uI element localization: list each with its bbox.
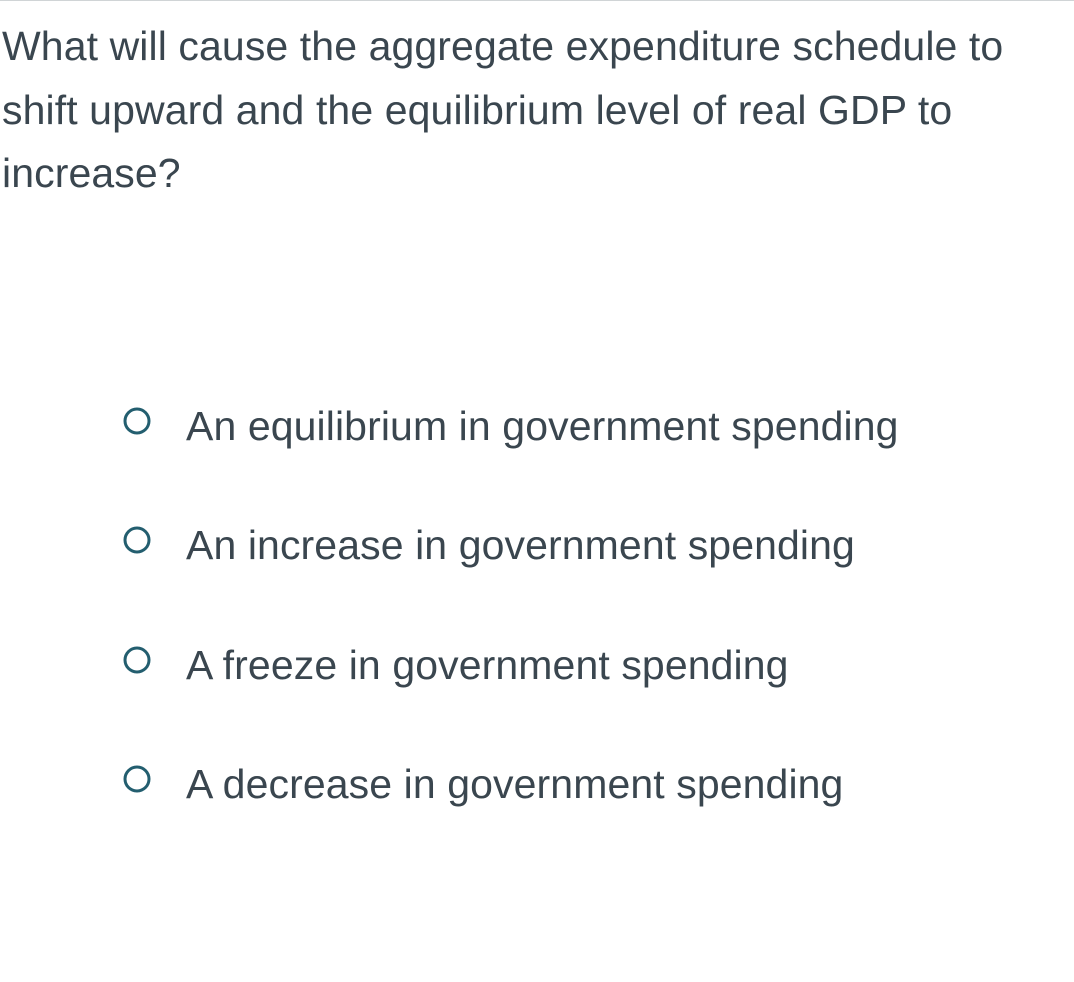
option-4[interactable]: A decrease in government spending <box>122 754 1034 816</box>
radio-icon <box>122 764 152 794</box>
option-label: A freeze in government spending <box>186 635 789 697</box>
option-label: An increase in government spending <box>186 515 855 577</box>
radio-icon <box>122 525 152 555</box>
option-1[interactable]: An equilibrium in government spend­ing <box>122 396 1034 458</box>
question-block: What will cause the aggregate expenditur… <box>0 0 1074 982</box>
options-list: An equilibrium in government spend­ing A… <box>0 396 1074 816</box>
radio-icon <box>122 645 152 675</box>
option-label: An equilibrium in government spend­ing <box>186 396 899 458</box>
radio-icon <box>122 406 152 436</box>
option-3[interactable]: A freeze in government spending <box>122 635 1034 697</box>
question-text: What will cause the aggregate expenditur… <box>0 15 1074 206</box>
option-label: A decrease in government spending <box>186 754 843 816</box>
option-2[interactable]: An increase in government spending <box>122 515 1034 577</box>
